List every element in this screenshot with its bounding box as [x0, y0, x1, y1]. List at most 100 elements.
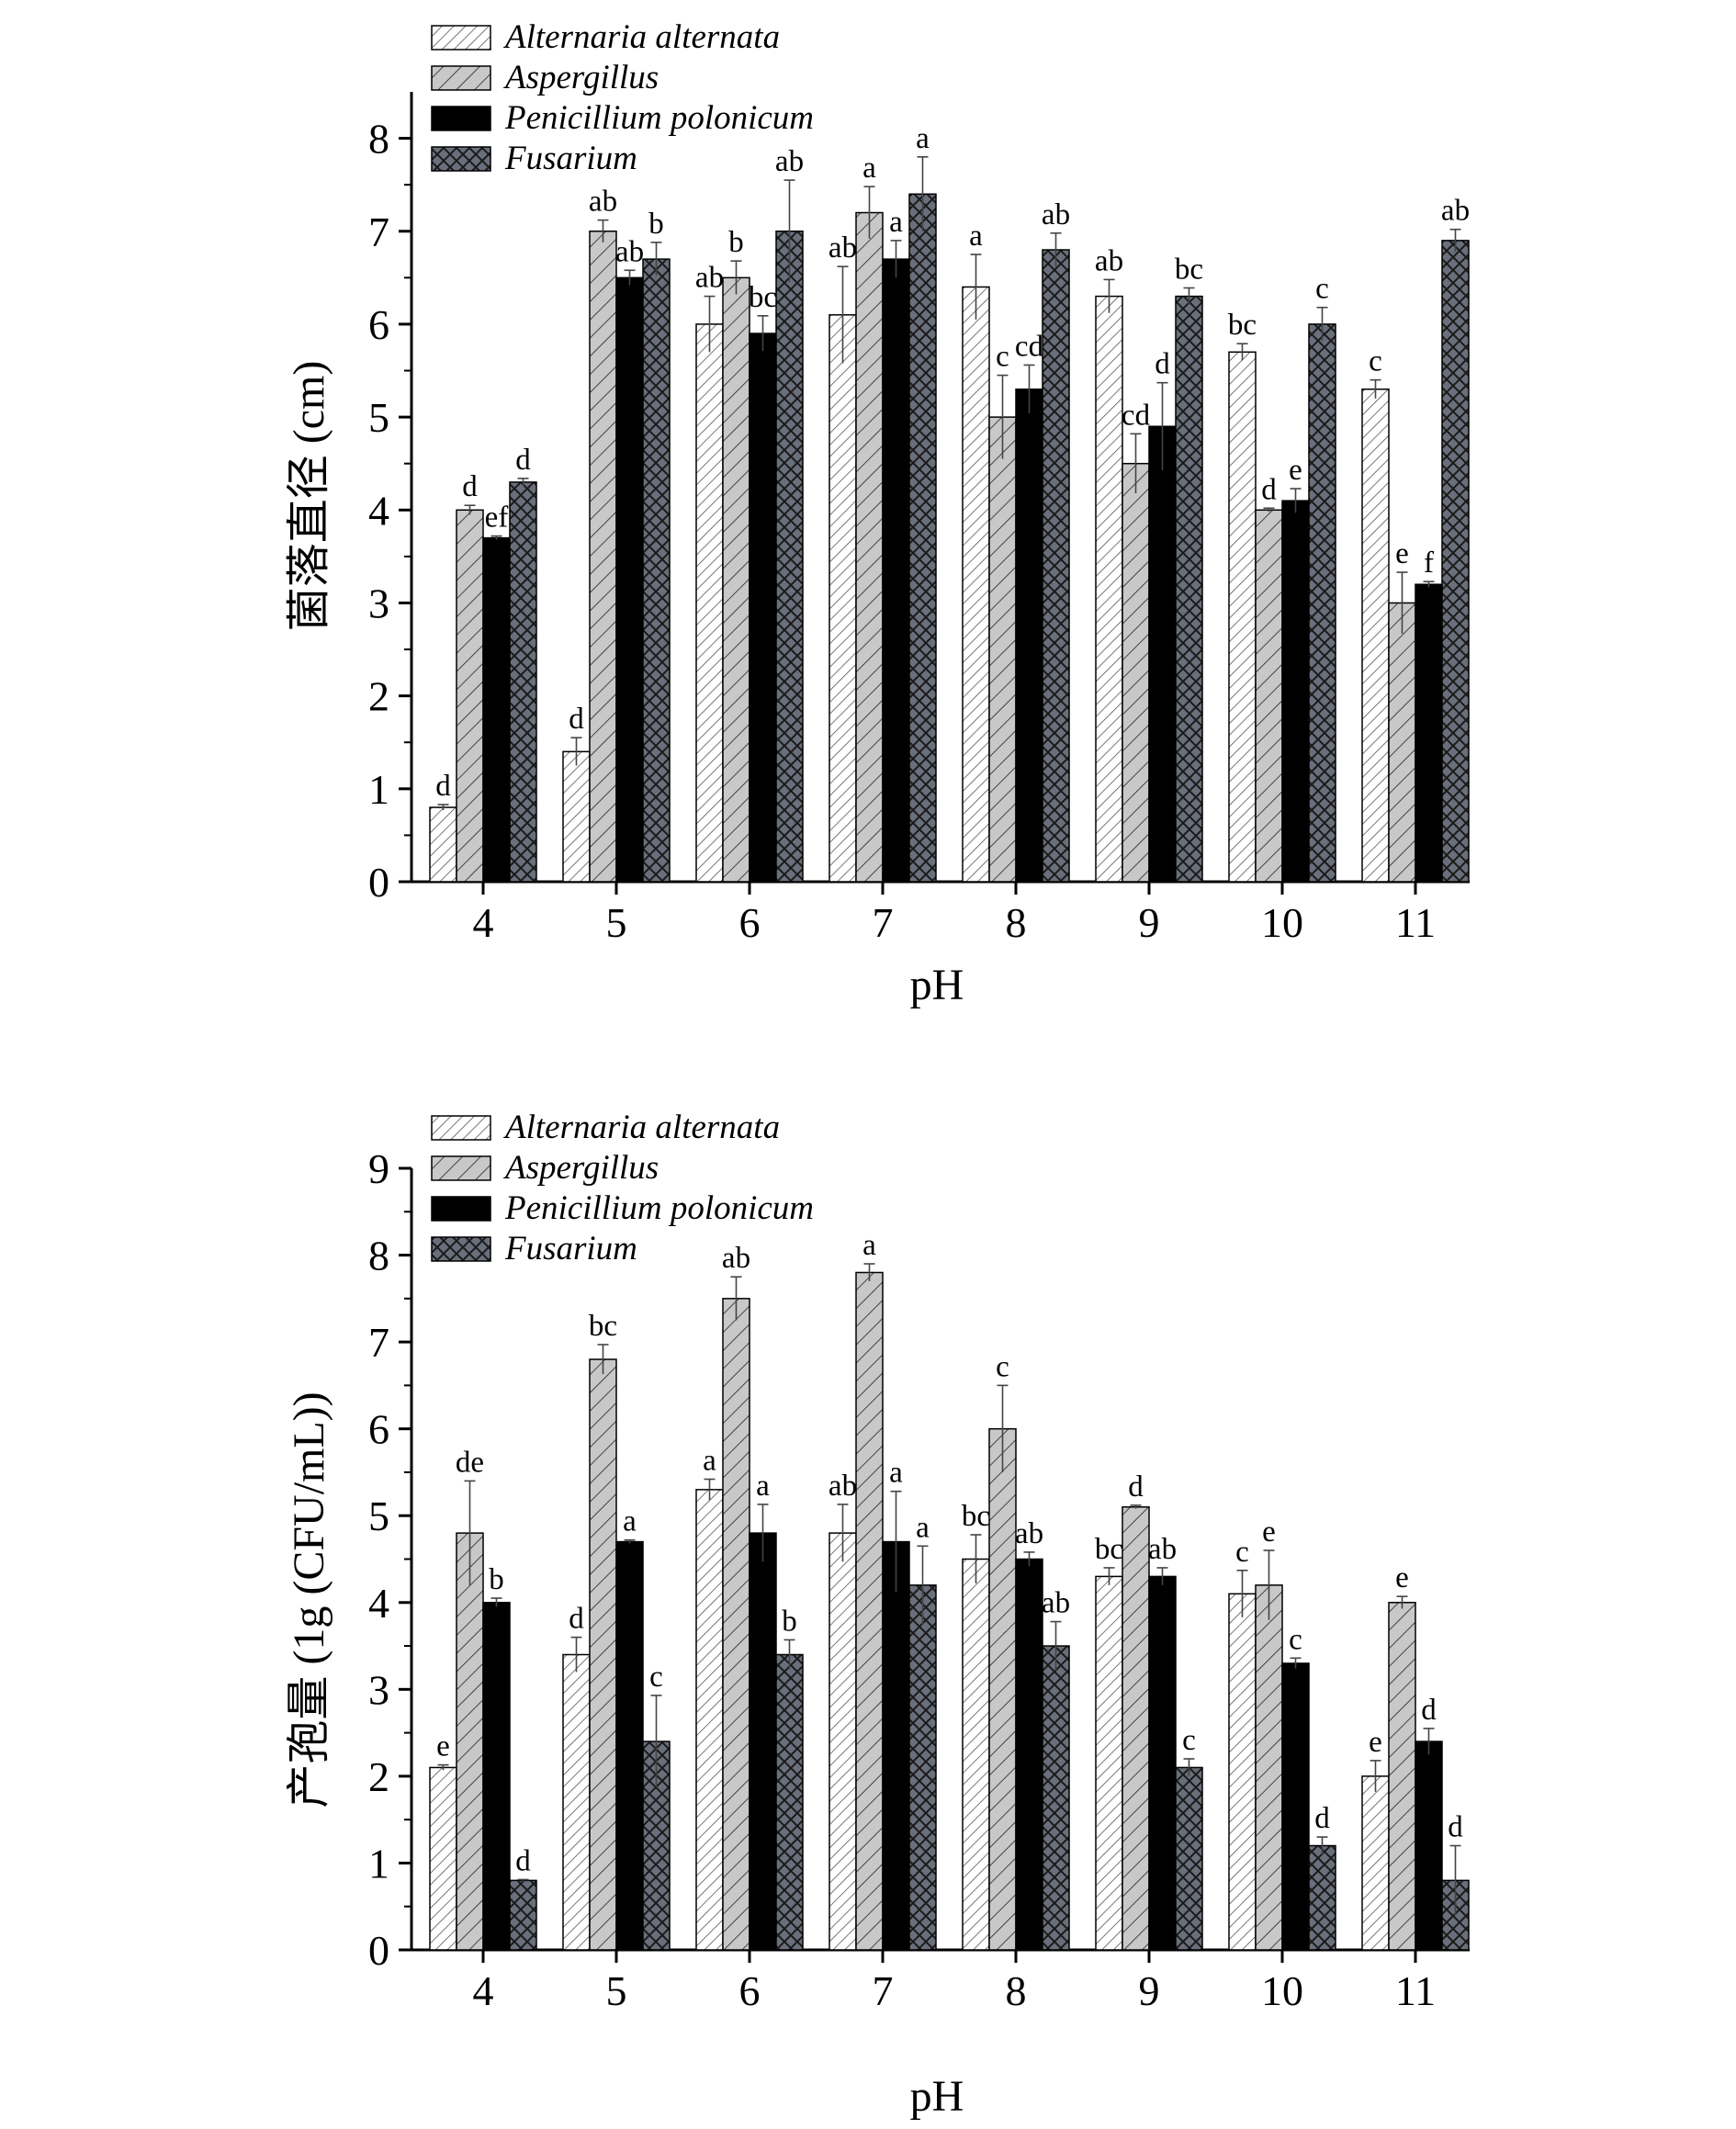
bar-alternaria: [695, 323, 724, 883]
significance-label: ab: [1095, 244, 1123, 277]
x-axis-title: pH: [910, 961, 964, 1009]
x-tick-label: 11: [1395, 899, 1436, 946]
significance-label: ab: [1148, 1533, 1177, 1566]
bar-fusarium: [1441, 240, 1470, 883]
legend-swatch-fusarium: [431, 1236, 491, 1262]
bar-penicillium: [1281, 500, 1310, 883]
bar-fusarium: [908, 193, 937, 883]
significance-label: a: [916, 122, 930, 155]
bar-alternaria: [562, 750, 591, 883]
bar-alternaria: [1095, 295, 1123, 883]
bar-alternaria: [829, 1532, 857, 1951]
significance-label: ab: [1042, 1587, 1070, 1620]
y-tick-label: 1: [368, 766, 389, 813]
significance-label: f: [1424, 546, 1434, 580]
significance-label: a: [756, 1470, 770, 1503]
bar-fusarium: [1308, 1844, 1336, 1951]
significance-label: bc: [1095, 1533, 1123, 1566]
bar-alternaria: [429, 806, 457, 883]
bar-alternaria: [962, 1558, 990, 1951]
y-tick-label: 4: [368, 1580, 389, 1627]
bar-fusarium: [775, 231, 804, 883]
significance-label: c: [1182, 1724, 1196, 1757]
significance-label: bc: [1228, 309, 1257, 342]
x-tick-label: 8: [1006, 899, 1027, 946]
bar-penicillium: [749, 1532, 777, 1951]
significance-label: ab: [829, 231, 857, 265]
y-tick-label: 4: [368, 487, 389, 534]
significance-label: c: [1235, 1536, 1249, 1569]
bar-aspergillus: [589, 231, 617, 883]
legend-swatch-fusarium: [431, 146, 491, 172]
y-tick-label: 7: [368, 208, 389, 255]
bar-fusarium: [509, 1879, 537, 1951]
y-tick-label: 0: [368, 859, 389, 906]
y-tick-label: 5: [368, 394, 389, 441]
bar-aspergillus: [1255, 509, 1283, 883]
significance-label: a: [703, 1445, 716, 1478]
y-tick-label: 0: [368, 1927, 389, 1974]
bar-alternaria: [962, 286, 990, 883]
bar-aspergillus: [722, 1298, 750, 1951]
significance-label: d: [435, 770, 451, 803]
significance-label: d: [515, 444, 531, 477]
bar-penicillium: [615, 276, 644, 883]
bar-alternaria: [562, 1653, 591, 1951]
significance-label: d: [569, 703, 584, 736]
significance-label: bc: [589, 1310, 617, 1343]
bar-fusarium: [1308, 323, 1336, 883]
significance-label: d: [1261, 473, 1277, 506]
bar-penicillium: [882, 258, 910, 883]
significance-label: d: [1314, 1802, 1330, 1835]
x-tick-label: 7: [873, 1967, 894, 2014]
bar-alternaria: [1228, 1593, 1257, 1951]
significance-label: bc: [749, 281, 777, 314]
bar-alternaria: [829, 314, 857, 883]
significance-label: a: [623, 1505, 637, 1538]
y-tick-label: 1: [368, 1840, 389, 1887]
bar-aspergillus: [855, 211, 884, 883]
bar-penicillium: [749, 332, 777, 883]
bar-penicillium: [1415, 1740, 1443, 1951]
y-tick-label: 9: [368, 1145, 389, 1192]
legend-label-penicillium: Penicillium polonicum: [504, 99, 814, 137]
significance-label: a: [862, 152, 876, 185]
significance-label: ab: [775, 145, 804, 178]
significance-label: ef: [485, 501, 509, 535]
x-tick-label: 11: [1395, 1967, 1436, 2014]
bar-fusarium: [642, 258, 671, 883]
bar-aspergillus: [1388, 1602, 1416, 1951]
significance-label: b: [648, 208, 664, 241]
x-tick-label: 4: [473, 899, 494, 946]
y-axis-title: 产孢量 (1g (CFU/mL)): [285, 1391, 333, 1808]
bar-aspergillus: [988, 1427, 1017, 1951]
bar-fusarium: [908, 1584, 937, 1951]
significance-label: d: [515, 1844, 531, 1877]
significance-label: b: [782, 1605, 797, 1638]
significance-label: ab: [1015, 1517, 1043, 1550]
bar-penicillium: [1415, 583, 1443, 883]
significance-label: c: [1315, 273, 1329, 306]
bar-alternaria: [1361, 1775, 1390, 1951]
x-tick-label: 5: [606, 1967, 627, 2014]
x-tick-label: 10: [1261, 1967, 1303, 2014]
significance-label: d: [1448, 1811, 1463, 1844]
bar-aspergillus: [456, 1532, 484, 1951]
y-tick-label: 8: [368, 116, 389, 163]
bar-penicillium: [1281, 1662, 1310, 1951]
bar-aspergillus: [1122, 1506, 1150, 1951]
legend-label-alternaria: Alternaria alternata: [502, 1109, 780, 1146]
significance-label: d: [569, 1603, 584, 1636]
significance-label: c: [1289, 1623, 1302, 1656]
bar-aspergillus: [855, 1271, 884, 1951]
bar-penicillium: [1015, 389, 1043, 883]
x-tick-label: 4: [473, 1967, 494, 2014]
significance-label: b: [489, 1563, 504, 1596]
significance-label: c: [996, 1350, 1009, 1383]
x-tick-label: 6: [739, 899, 761, 946]
legend-swatch-aspergillus: [431, 65, 491, 91]
y-tick-label: 5: [368, 1493, 389, 1539]
